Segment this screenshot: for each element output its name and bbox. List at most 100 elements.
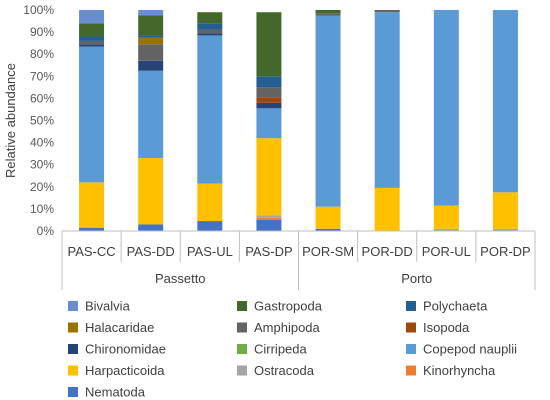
legend-swatch: [406, 365, 416, 376]
bar-segment-amphipoda: [315, 13, 341, 16]
legend-label: Halacaridae: [85, 320, 154, 335]
legend-item: Bivalvia: [68, 299, 131, 314]
bar-segment-copepod-nauplii: [197, 35, 223, 184]
legend-label: Amphipoda: [254, 320, 321, 335]
bar-segment-gastropoda: [79, 23, 105, 37]
bar-segment-nematoda: [138, 224, 164, 231]
y-tick-label: 50%: [30, 114, 54, 128]
bar-segment-isopoda: [256, 97, 282, 103]
legend-swatch: [68, 387, 78, 397]
bar-segment-chironomidae: [138, 60, 164, 71]
bar-segment-nematoda: [79, 227, 105, 231]
bar-segment-harpacticoida: [138, 158, 164, 225]
y-axis-title: Relative abundance: [3, 63, 18, 178]
legend-item: Ostracoda: [237, 363, 315, 378]
bar-segment-ostracoda: [256, 215, 282, 218]
legend-swatch: [237, 344, 247, 354]
legend-label: Kinorhyncha: [423, 363, 496, 378]
bar-segment-polychaeta: [256, 76, 282, 88]
bar-segment-amphipoda: [256, 87, 282, 98]
legend-swatch: [68, 365, 78, 376]
y-tick-label: 90%: [30, 25, 54, 39]
y-tick-label: 80%: [30, 47, 54, 61]
bar-segment-kinorhyncha: [256, 217, 282, 220]
y-tick-label: 100%: [23, 3, 54, 17]
category-label: POR-SM: [302, 244, 354, 259]
legend-swatch: [406, 322, 416, 333]
legend-item: Harpacticoida: [68, 363, 165, 378]
legend-item: Polychaeta: [406, 299, 488, 314]
legend-label: Cirripeda: [254, 342, 308, 357]
legend-item: Gastropoda: [237, 299, 323, 314]
legend-label: Harpacticoida: [85, 363, 165, 378]
category-label: PAS-DD: [127, 244, 175, 259]
legend-label: Chironomidae: [85, 342, 166, 357]
bar-segment-halacaridae: [138, 37, 164, 45]
legend-swatch: [406, 344, 416, 354]
legend-label: Copepod nauplii: [423, 342, 517, 357]
bar-segment-harpacticoida: [492, 192, 518, 229]
bar-segment-gastropoda: [256, 12, 282, 77]
bar-segment-amphipoda: [79, 40, 105, 45]
bar-segment-chironomidae: [79, 44, 105, 47]
bar-segment-ostracoda: [492, 228, 518, 231]
legend-label: Isopoda: [423, 320, 470, 335]
legend-item: Halacaridae: [68, 320, 154, 335]
bar-segment-bivalvia: [79, 10, 105, 24]
bar-segment-amphipoda: [374, 10, 400, 13]
legend-item: Chironomidae: [68, 342, 166, 357]
category-label: PAS-UL: [187, 244, 233, 259]
y-tick-label: 0%: [37, 224, 55, 238]
legend-swatch: [68, 301, 78, 311]
bar-segment-copepod-nauplii: [256, 108, 282, 139]
legend-label: Gastropoda: [254, 299, 323, 314]
bar-segment-harpacticoida: [197, 183, 223, 222]
category-label: POR-DP: [480, 244, 531, 259]
group-label: Porto: [401, 271, 432, 286]
bar-segment-chironomidae: [197, 33, 223, 36]
y-tick-label: 70%: [30, 69, 54, 83]
legend-label: Bivalvia: [85, 299, 131, 314]
legend-item: Kinorhyncha: [406, 363, 496, 378]
y-tick-label: 10%: [30, 202, 54, 216]
bar-segment-amphipoda: [197, 29, 223, 34]
bar-segment-copepod-nauplii: [79, 46, 105, 183]
bar-segment-polychaeta: [79, 36, 105, 41]
bar-segment-nematoda: [256, 219, 282, 231]
bar-segment-chironomidae: [256, 102, 282, 109]
bar-segment-gastropoda: [138, 15, 164, 36]
legend-item: Cirripeda: [237, 342, 308, 357]
category-label: POR-DD: [362, 244, 413, 259]
category-label: POR-UL: [422, 244, 471, 259]
legend-swatch: [68, 322, 78, 333]
bar-segment-polychaeta: [138, 35, 164, 38]
bar-segment-copepod-nauplii: [374, 12, 400, 188]
legend-swatch: [237, 322, 247, 333]
bar-segment-copepod-nauplii: [433, 10, 459, 206]
legend-label: Ostracoda: [254, 363, 315, 378]
legend-item: Copepod nauplii: [406, 342, 517, 357]
legend-item: Isopoda: [406, 320, 470, 335]
legend-swatch: [406, 301, 416, 311]
bar-segment-bivalvia: [138, 10, 164, 16]
y-axis-ticks: 0% 10% 20% 30% 40% 50% 60% 70% 80% 90% 100%: [23, 3, 54, 238]
bar-segment-nematoda: [315, 228, 341, 231]
axes: [61, 230, 536, 290]
y-tick-label: 30%: [30, 158, 54, 172]
bar-segment-harpacticoida: [433, 205, 459, 229]
category-labels: PAS-CC PAS-DD PAS-UL PAS-DP POR-SM POR-DD POR-…: [67, 244, 530, 259]
group-label: Passetto: [155, 271, 206, 286]
bar-segment-ostracoda: [433, 228, 459, 231]
category-label: PAS-DP: [245, 244, 292, 259]
bar-segment-nematoda: [197, 221, 223, 231]
legend: Bivalvia Gastropoda Polychaeta Halacaridae A…: [68, 299, 517, 400]
legend-label: Nematoda: [85, 385, 146, 400]
legend-swatch: [68, 344, 78, 354]
y-tick-label: 60%: [30, 91, 54, 105]
bar-segment-gastropoda: [315, 10, 341, 14]
bar-segment-amphipoda: [138, 44, 164, 61]
bar-segment-harpacticoida: [256, 138, 282, 216]
bar-segment-harpacticoida: [315, 206, 341, 229]
legend-label: Polychaeta: [423, 299, 488, 314]
